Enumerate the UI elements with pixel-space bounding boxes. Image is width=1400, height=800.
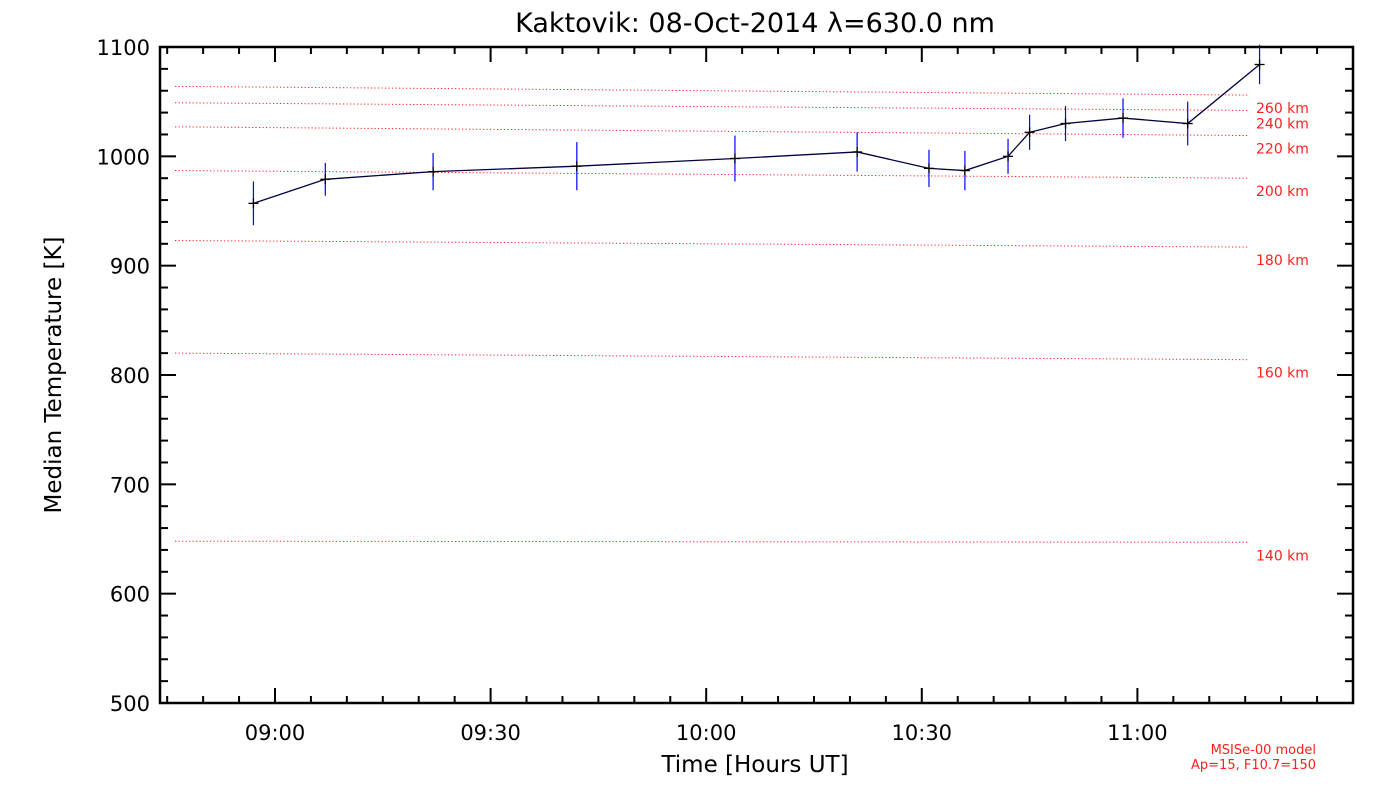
altitude-line-160km — [174, 352, 1249, 361]
plot-frame — [158, 45, 1355, 705]
model-annotation-line-2: Ap=15, F10.7=150 — [1191, 758, 1316, 773]
data-point — [959, 165, 970, 176]
series-line — [253, 63, 1260, 204]
data-point — [428, 166, 439, 177]
x-tick-label: 11:00 — [1107, 721, 1168, 745]
x-axis-label: Time [Hours UT] — [660, 752, 848, 778]
altitude-line-180km — [174, 240, 1249, 248]
data-series — [248, 44, 1265, 226]
model-annotation-line-1: MSISe-00 model — [1211, 743, 1316, 758]
y-tick-labels: 500 600 700 800 900 1000 1100 — [97, 36, 150, 716]
altitude-line-240km — [174, 102, 1249, 111]
x-tick-label: 09:30 — [460, 721, 521, 745]
y-tick-label: 1100 — [97, 36, 150, 60]
altitude-line-220km — [174, 126, 1249, 137]
altitude-line-200km — [174, 170, 1249, 179]
altitude-label: 260 km — [1256, 101, 1309, 117]
y-tick-label: 600 — [110, 583, 150, 607]
altitude-label: 240 km — [1256, 116, 1309, 132]
model-altitude-lines — [174, 85, 1249, 543]
altitude-label: 160 km — [1256, 366, 1309, 382]
altitude-label: 180 km — [1256, 253, 1309, 269]
data-point — [1182, 118, 1193, 129]
x-tick-label: 10:30 — [892, 721, 953, 745]
y-tick-label: 1000 — [97, 145, 150, 169]
data-point — [1254, 59, 1265, 70]
x-tick-label: 10:00 — [676, 721, 737, 745]
data-point — [1024, 127, 1035, 138]
altitude-line-140km — [174, 540, 1249, 543]
data-point — [1118, 113, 1129, 124]
y-axis-label: Median Temperature [K] — [41, 237, 67, 514]
data-point — [852, 146, 863, 157]
data-point — [320, 174, 331, 185]
axis-ticks — [160, 46, 1354, 704]
data-point — [923, 163, 934, 174]
y-tick-label: 500 — [110, 692, 150, 716]
x-tick-labels: 09:00 09:30 10:00 10:30 11:00 — [245, 721, 1168, 745]
altitude-label: 200 km — [1256, 184, 1309, 200]
altitude-label: 220 km — [1256, 142, 1309, 158]
altitude-label: 140 km — [1256, 548, 1309, 564]
data-point — [1003, 151, 1014, 162]
data-point — [1060, 118, 1071, 129]
chart-title: Kaktovik: 08-Oct-2014 λ=630.0 nm — [515, 8, 995, 39]
data-point — [248, 198, 259, 209]
y-tick-label: 800 — [110, 364, 150, 388]
data-point — [571, 161, 582, 172]
y-tick-label: 900 — [110, 255, 150, 279]
y-tick-label: 700 — [110, 473, 150, 497]
data-point — [729, 153, 740, 164]
x-tick-label: 09:00 — [245, 721, 306, 745]
altitude-labels: 140 km 160 km 180 km 200 km 220 km 240 km260 … — [1256, 101, 1309, 564]
altitude-line-260km — [174, 85, 1249, 96]
